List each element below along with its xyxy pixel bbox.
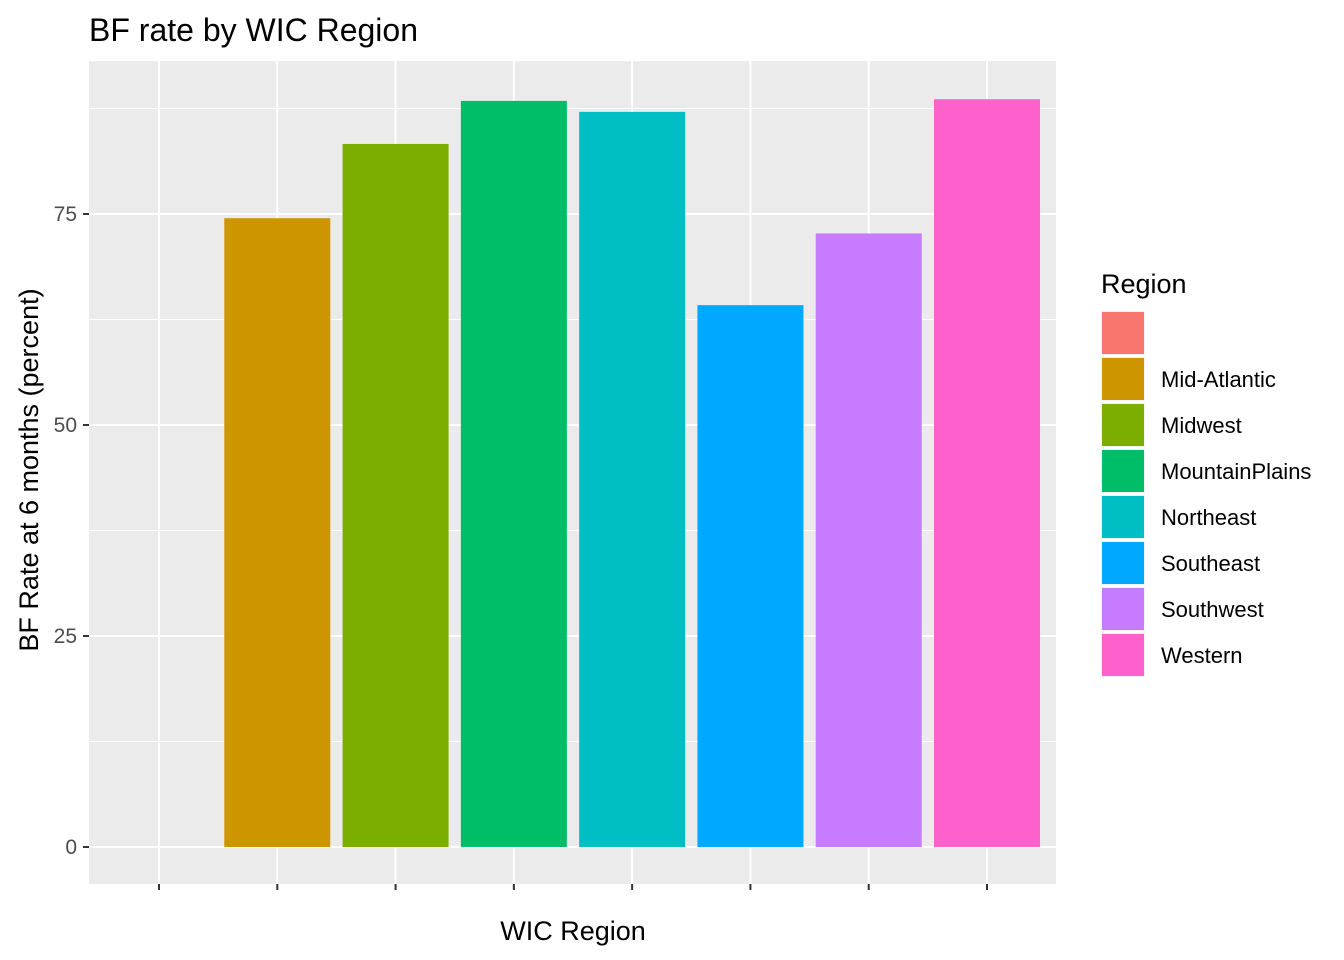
legend-key	[1102, 404, 1144, 446]
y-tick-label: 75	[54, 203, 77, 226]
bar	[934, 99, 1040, 847]
x-axis-title: WIC Region	[500, 916, 646, 946]
legend-key	[1102, 450, 1144, 492]
legend-label: Western	[1161, 643, 1243, 668]
legend-key	[1102, 588, 1144, 630]
legend-key	[1102, 634, 1144, 676]
legend-label: Mid-Atlantic	[1161, 367, 1276, 392]
legend-key	[1102, 542, 1144, 584]
y-tick-label: 25	[54, 625, 77, 648]
legend-key	[1102, 312, 1144, 354]
bar	[579, 111, 686, 848]
bar	[815, 233, 922, 848]
y-tick-label: 50	[54, 414, 77, 437]
y-axis-title: BF Rate at 6 months (percent)	[14, 288, 44, 651]
legend-label: Northeast	[1161, 505, 1256, 530]
legend: Region Mid-Atlantic Midwest MountainPlains…	[1101, 269, 1311, 677]
bar	[224, 218, 331, 848]
legend-key	[1102, 496, 1144, 538]
legend-label: Southeast	[1161, 551, 1260, 576]
bars	[224, 99, 1040, 848]
bar	[697, 305, 804, 848]
legend-label: MountainPlains	[1161, 459, 1311, 484]
chart-title: BF rate by WIC Region	[89, 12, 418, 48]
bar	[342, 143, 449, 847]
legend-title: Region	[1101, 269, 1187, 299]
legend-label: Southwest	[1161, 597, 1264, 622]
y-axis: 0 25 50 75	[54, 203, 89, 859]
legend-label: Midwest	[1161, 413, 1242, 438]
legend-key	[1102, 358, 1144, 400]
y-tick-label: 0	[65, 836, 77, 859]
bar	[460, 100, 567, 848]
x-axis	[158, 884, 988, 890]
